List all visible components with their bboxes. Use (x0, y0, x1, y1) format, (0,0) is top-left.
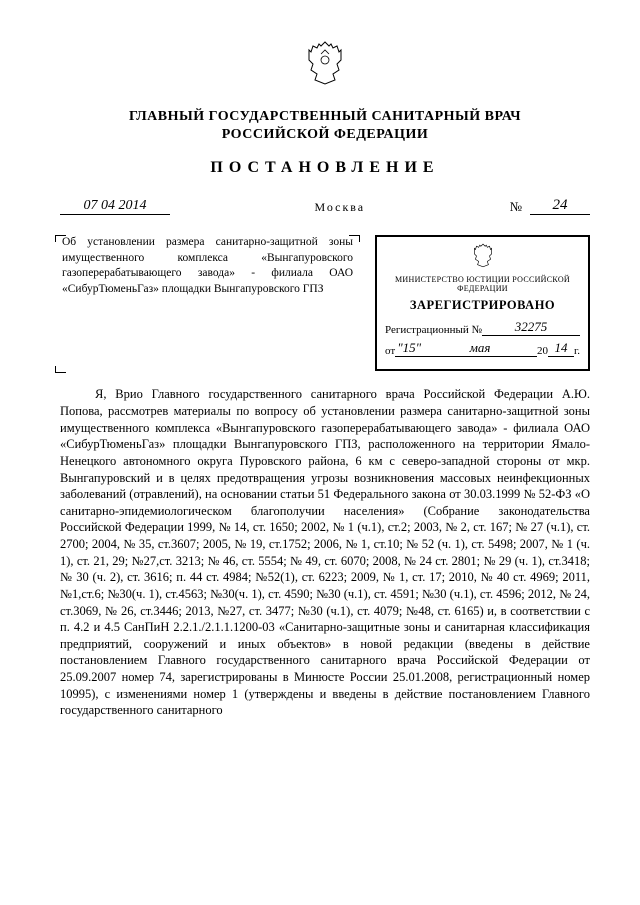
stamp-reg-label: Регистрационный № (385, 324, 482, 336)
issuer-line1: ГЛАВНЫЙ ГОСУДАРСТВЕННЫЙ САНИТАРНЫЙ ВРАЧ (60, 108, 590, 126)
eagle-emblem-icon (305, 40, 345, 88)
subject-and-stamp-row: Об установлении размера санитарно-защитн… (60, 235, 590, 371)
eagle-emblem-small-icon (472, 243, 494, 269)
stamp-reg-number-line: Регистрационный № 32275 (385, 319, 580, 336)
date-handwritten: 07 04 2014 (60, 198, 170, 215)
bracket-corner-icon (55, 366, 66, 373)
issuer-line2: РОССИЙСКОЙ ФЕДЕРАЦИИ (60, 126, 590, 144)
number-label: № (510, 199, 522, 215)
stamp-day: "15" (395, 340, 423, 357)
bracket-corner-icon (349, 235, 360, 242)
stamp-ministry: МИНИСТЕРСТВО ЮСТИЦИИ РОССИЙСКОЙ ФЕДЕРАЦИ… (385, 275, 580, 293)
issuer-title: ГЛАВНЫЙ ГОСУДАРСТВЕННЫЙ САНИТАРНЫЙ ВРАЧ … (60, 108, 590, 144)
registration-stamp: МИНИСТЕРСТВО ЮСТИЦИИ РОССИЙСКОЙ ФЕДЕРАЦИ… (375, 235, 590, 371)
number-handwritten: 24 (530, 197, 590, 215)
stamp-reg-number: 32275 (482, 319, 580, 336)
subject-text: Об установлении размера санитарно-защитн… (62, 236, 353, 295)
stamp-year-end: г. (574, 345, 580, 357)
date-number-row: 07 04 2014 Москва № 24 (60, 197, 590, 215)
stamp-from-label: от (385, 345, 395, 357)
stamp-date-line: от "15" мая 20 14 г. (385, 340, 580, 357)
stamp-year-suffix: 14 (548, 340, 574, 357)
subject-box: Об установлении размера санитарно-защитн… (60, 235, 355, 371)
state-emblem (60, 40, 590, 93)
stamp-registered: ЗАРЕГИСТРИРОВАНО (385, 298, 580, 313)
stamp-month: мая (423, 340, 537, 357)
document-page: ГЛАВНЫЙ ГОСУДАРСТВЕННЫЙ САНИТАРНЫЙ ВРАЧ … (0, 0, 640, 905)
stamp-emblem (385, 243, 580, 272)
stamp-year-prefix: 20 (537, 345, 548, 357)
bracket-corner-icon (55, 235, 66, 242)
document-body: Я, Врио Главного государственного санита… (60, 386, 590, 719)
city-label: Москва (170, 200, 510, 215)
document-type: ПОСТАНОВЛЕНИЕ (60, 159, 590, 177)
